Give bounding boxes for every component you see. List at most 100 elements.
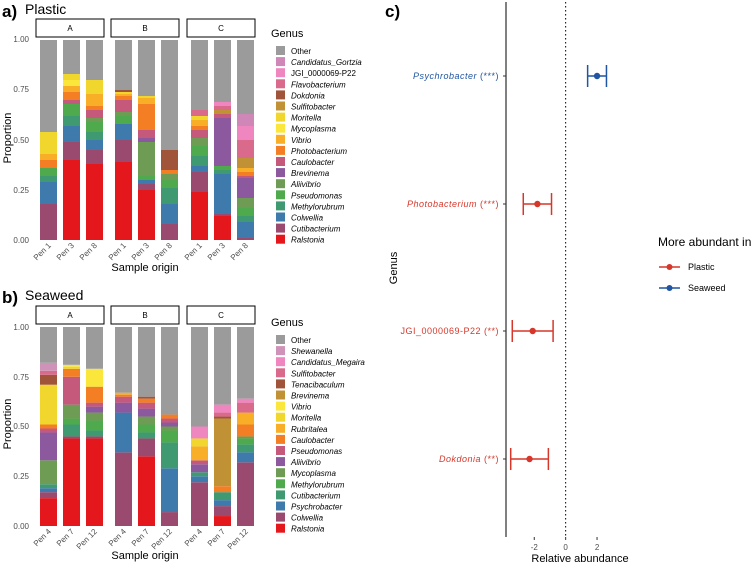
bar-segment	[138, 130, 155, 138]
panel-a-xlabel: Sample origin	[111, 262, 178, 274]
panel-c-plot: -2 0 2 Psychrobacter (***) Photobacterium (*…	[400, 2, 608, 552]
legend-swatch	[276, 335, 285, 344]
x-tick-label: Pen 4	[183, 527, 205, 549]
bar-segment	[191, 438, 208, 447]
bar-segment	[191, 116, 208, 120]
bar-segment	[214, 486, 231, 493]
bar-segment	[214, 216, 231, 240]
bar-segment	[191, 482, 208, 526]
bar-segment	[115, 162, 132, 240]
bar-segment	[161, 418, 178, 423]
bar-segment	[63, 418, 80, 425]
bar-segment	[115, 100, 132, 112]
legend-label: Flavobacterium	[291, 80, 346, 89]
x-tick-label: Pen 7	[206, 527, 228, 549]
bar-segment	[214, 500, 231, 507]
bar-segment	[63, 364, 80, 367]
facet-strip-label: C	[218, 24, 224, 33]
legend-swatch	[276, 390, 285, 400]
legend-label: Cutibacterium	[291, 225, 341, 234]
bar-segment	[115, 402, 132, 413]
bar-segment	[191, 110, 208, 116]
legend-label: Rubritalea	[291, 425, 328, 434]
panel-a-legend-title: Genus	[271, 28, 304, 40]
panel-a-legend: Other Candidatus_Gortzia JGI_0000069-P22 Fl…	[276, 46, 362, 245]
legend-label: Caulobacter	[291, 436, 334, 445]
legend-label: Plastic	[688, 262, 715, 272]
bar-segment	[63, 160, 80, 240]
bar-segment	[214, 506, 231, 517]
panel-c-xlabel: Relative abundance	[531, 553, 628, 565]
bar-segment	[237, 238, 254, 240]
legend-swatch	[276, 123, 285, 133]
bar-segment	[115, 396, 132, 403]
bar-segment	[161, 174, 178, 180]
legend-label: Methylorubrum	[291, 202, 345, 211]
legend-swatch	[276, 168, 285, 178]
legend-label: Photobacterium	[291, 147, 347, 156]
bar-segment	[115, 92, 132, 94]
bar-segment	[191, 172, 208, 192]
bar-segment	[237, 412, 254, 425]
bar-segment	[86, 412, 103, 421]
bar-segment	[191, 192, 208, 240]
facet-strip	[35, 18, 105, 38]
bar-segment	[214, 492, 231, 501]
bar-segment	[86, 438, 103, 526]
facet-strip	[186, 305, 256, 325]
bar-segment	[214, 118, 231, 166]
legend-swatch	[276, 523, 285, 533]
bar-segment	[214, 416, 231, 419]
panel-a-letter: a)	[2, 2, 17, 21]
bar-segment	[214, 214, 231, 216]
bar-segment	[40, 460, 57, 485]
bar-segment	[191, 138, 208, 146]
bar-segment	[214, 114, 231, 118]
genus-label: Dokdonia (**)	[439, 454, 499, 464]
panel-b-ytick: 1.00	[13, 323, 29, 332]
bar-segment	[40, 484, 57, 489]
point	[526, 455, 533, 463]
bar-segment	[237, 222, 254, 238]
legend-label: Colwellia	[291, 514, 324, 523]
bar-segment	[86, 40, 103, 80]
legend-label: Candidatus_Megaira	[291, 358, 365, 367]
legend-swatch	[276, 90, 285, 100]
bar-segment	[63, 116, 80, 126]
bar-segment	[138, 142, 155, 176]
bar-segment	[86, 430, 103, 437]
legend-swatch	[276, 412, 285, 422]
bar-segment	[138, 98, 155, 104]
legend-swatch	[276, 57, 285, 67]
bar-segment	[138, 190, 155, 240]
bar-segment	[40, 374, 57, 385]
bar-segment	[138, 416, 155, 425]
legend-swatch	[276, 134, 285, 144]
x-tick-label: Pen 3	[206, 241, 228, 263]
panel-a-ytick: 0.25	[13, 186, 29, 195]
bar-segment	[237, 444, 254, 453]
bar-segment	[40, 488, 57, 493]
bar-segment	[86, 132, 103, 140]
bar-segment	[237, 114, 254, 126]
bar-segment	[63, 104, 80, 116]
bar-segment	[63, 92, 80, 100]
bar-segment	[138, 180, 155, 184]
bar-segment	[40, 40, 57, 132]
bar-segment	[214, 106, 231, 110]
bar-segment	[63, 366, 80, 369]
panel-a-title: Plastic	[25, 1, 66, 17]
bar-segment	[40, 182, 57, 204]
bar-segment	[63, 86, 80, 92]
bar-segment	[63, 368, 80, 377]
legend-swatch	[276, 357, 285, 367]
bar-segment	[86, 406, 103, 413]
bar-segment	[237, 140, 254, 158]
legend-label: Vibrio	[291, 403, 312, 412]
bar-segment	[138, 408, 155, 417]
bar-segment	[161, 468, 178, 513]
legend-swatch	[276, 179, 285, 189]
bar-segment	[237, 438, 254, 445]
